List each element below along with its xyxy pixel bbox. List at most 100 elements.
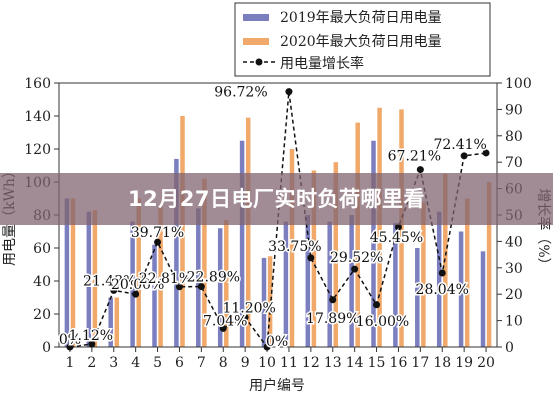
x-tick-label-12: 12 xyxy=(302,355,320,371)
y2-tick-label-70: 70 xyxy=(505,155,523,171)
growth-point-3 xyxy=(110,286,118,294)
x-tick-label-11: 11 xyxy=(280,355,298,371)
bar-2020-19 xyxy=(464,198,470,347)
growth-label-2: 1.12% xyxy=(69,328,113,344)
x-tick-label-17: 17 xyxy=(411,355,429,371)
bar-2019-17 xyxy=(415,248,420,347)
bar-2019-4 xyxy=(130,221,135,347)
x-tick-label-13: 13 xyxy=(324,355,342,371)
bar-2019-10 xyxy=(261,257,267,347)
x-axis-label: 用户编号 xyxy=(249,377,305,394)
title-banner xyxy=(0,173,553,225)
bar-2019-15 xyxy=(371,140,376,347)
bar-2019-7 xyxy=(196,208,201,347)
growth-label-3: 21.43% xyxy=(83,273,136,289)
bar-2019-19 xyxy=(458,231,464,347)
y2-tick-label-0: 0 xyxy=(505,340,514,356)
bar-2020-6 xyxy=(180,116,185,347)
growth-label-12: 33.75% xyxy=(268,239,321,255)
growth-label-9: 11.20% xyxy=(222,300,275,316)
bar-2020-9 xyxy=(245,117,251,348)
x-tick-label-7: 7 xyxy=(197,355,206,371)
y-tick-label-40: 40 xyxy=(33,274,51,290)
legend-box xyxy=(234,2,491,77)
growth-point-11 xyxy=(285,88,293,96)
bar-2019-11 xyxy=(283,221,289,347)
growth-point-9 xyxy=(241,313,249,321)
growth-point-20 xyxy=(482,149,490,157)
x-tick-label-20: 20 xyxy=(477,355,495,371)
x-tick-label-18: 18 xyxy=(433,355,451,371)
bar-2020-4 xyxy=(136,198,141,347)
bar-2019-18 xyxy=(436,211,442,347)
legend-marker-sample xyxy=(255,58,263,66)
bar-2020-1 xyxy=(70,198,76,347)
bar-2019-14 xyxy=(349,215,354,347)
growth-label-15: 16.00% xyxy=(356,314,409,330)
growth-point-19 xyxy=(460,152,468,160)
bar-2019-8 xyxy=(217,228,223,347)
x-tick-label-19: 19 xyxy=(455,355,473,371)
bar-2019-13 xyxy=(327,221,332,347)
bar-2019-2 xyxy=(86,211,92,347)
bar-2020-3 xyxy=(114,297,120,347)
y2-tick-label-100: 100 xyxy=(505,76,532,92)
growth-point-5 xyxy=(154,238,162,246)
y2-tick-label-20: 20 xyxy=(505,287,523,303)
legend: 2019年最大负荷日用电量 2020年最大负荷日用电量 用电量增长率 xyxy=(234,2,491,77)
growth-label-14: 29.52% xyxy=(330,250,383,266)
growth-point-2 xyxy=(88,340,96,348)
x-tick-label-6: 6 xyxy=(175,355,184,371)
x-tick-label-3: 3 xyxy=(109,355,118,371)
legend-swatch-2019 xyxy=(243,14,269,21)
bar-2020-5 xyxy=(158,206,163,347)
growth-point-17 xyxy=(416,166,424,174)
growth-point-10 xyxy=(263,343,271,351)
bar-2020-13 xyxy=(333,162,339,347)
growth-label-18: 28.04% xyxy=(416,282,469,298)
x-tick-label-14: 14 xyxy=(346,355,364,371)
annotations-layer: 0%1.12%21.43%20.00%39.71%22.81%22.89%7.0… xyxy=(57,83,488,351)
bar-2020-14 xyxy=(355,122,360,347)
growth-point-7 xyxy=(197,283,205,291)
bar-2019-6 xyxy=(174,158,179,347)
x-tick-label-15: 15 xyxy=(368,355,386,371)
growth-point-14 xyxy=(351,265,359,273)
growth-point-13 xyxy=(329,296,337,304)
growth-point-1 xyxy=(66,343,74,351)
growth-label-10: 0% xyxy=(266,334,288,350)
x-tick-label-1: 1 xyxy=(65,355,74,371)
bar-2020-10 xyxy=(267,256,273,347)
bar-2020-17 xyxy=(421,201,426,347)
y2-tick-label-80: 80 xyxy=(505,129,523,145)
bar-2020-8 xyxy=(224,219,229,347)
y-tick-label-120: 120 xyxy=(24,142,51,158)
growth-point-15 xyxy=(373,301,381,309)
y2-tick-label-10: 10 xyxy=(505,314,523,330)
growth-label-17: 67.21% xyxy=(388,149,441,165)
y-tick-label-0: 0 xyxy=(42,340,51,356)
y-tick-label-160: 160 xyxy=(24,76,51,92)
y2-tick-label-30: 30 xyxy=(505,261,523,277)
banner-title: 12月27日电厂实时负荷哪里看 xyxy=(128,187,425,211)
bar-2019-20 xyxy=(480,251,486,347)
growth-label-16: 45.45% xyxy=(370,230,423,246)
bar-2019-3 xyxy=(108,297,113,347)
growth-label-8: 7.04% xyxy=(203,313,247,329)
bar-2019-16 xyxy=(393,223,398,347)
growth-label-19: 72.41% xyxy=(433,137,486,153)
bar-2020-20 xyxy=(486,182,492,347)
bar-2019-5 xyxy=(152,244,157,347)
y-tick-label-140: 140 xyxy=(24,109,51,125)
bar-2020-15 xyxy=(377,107,382,347)
legend-label-growth: 用电量增长率 xyxy=(280,55,364,72)
growth-point-4 xyxy=(132,290,140,298)
bar-2019-1 xyxy=(64,198,70,347)
bar-2019-12 xyxy=(305,215,311,347)
growth-point-8 xyxy=(219,324,227,332)
y2-tick-label-90: 90 xyxy=(505,102,523,118)
growth-label-7: 22.89% xyxy=(187,270,240,286)
growth-label-6: 22.81% xyxy=(139,271,192,287)
bar-2019-9 xyxy=(239,140,245,347)
